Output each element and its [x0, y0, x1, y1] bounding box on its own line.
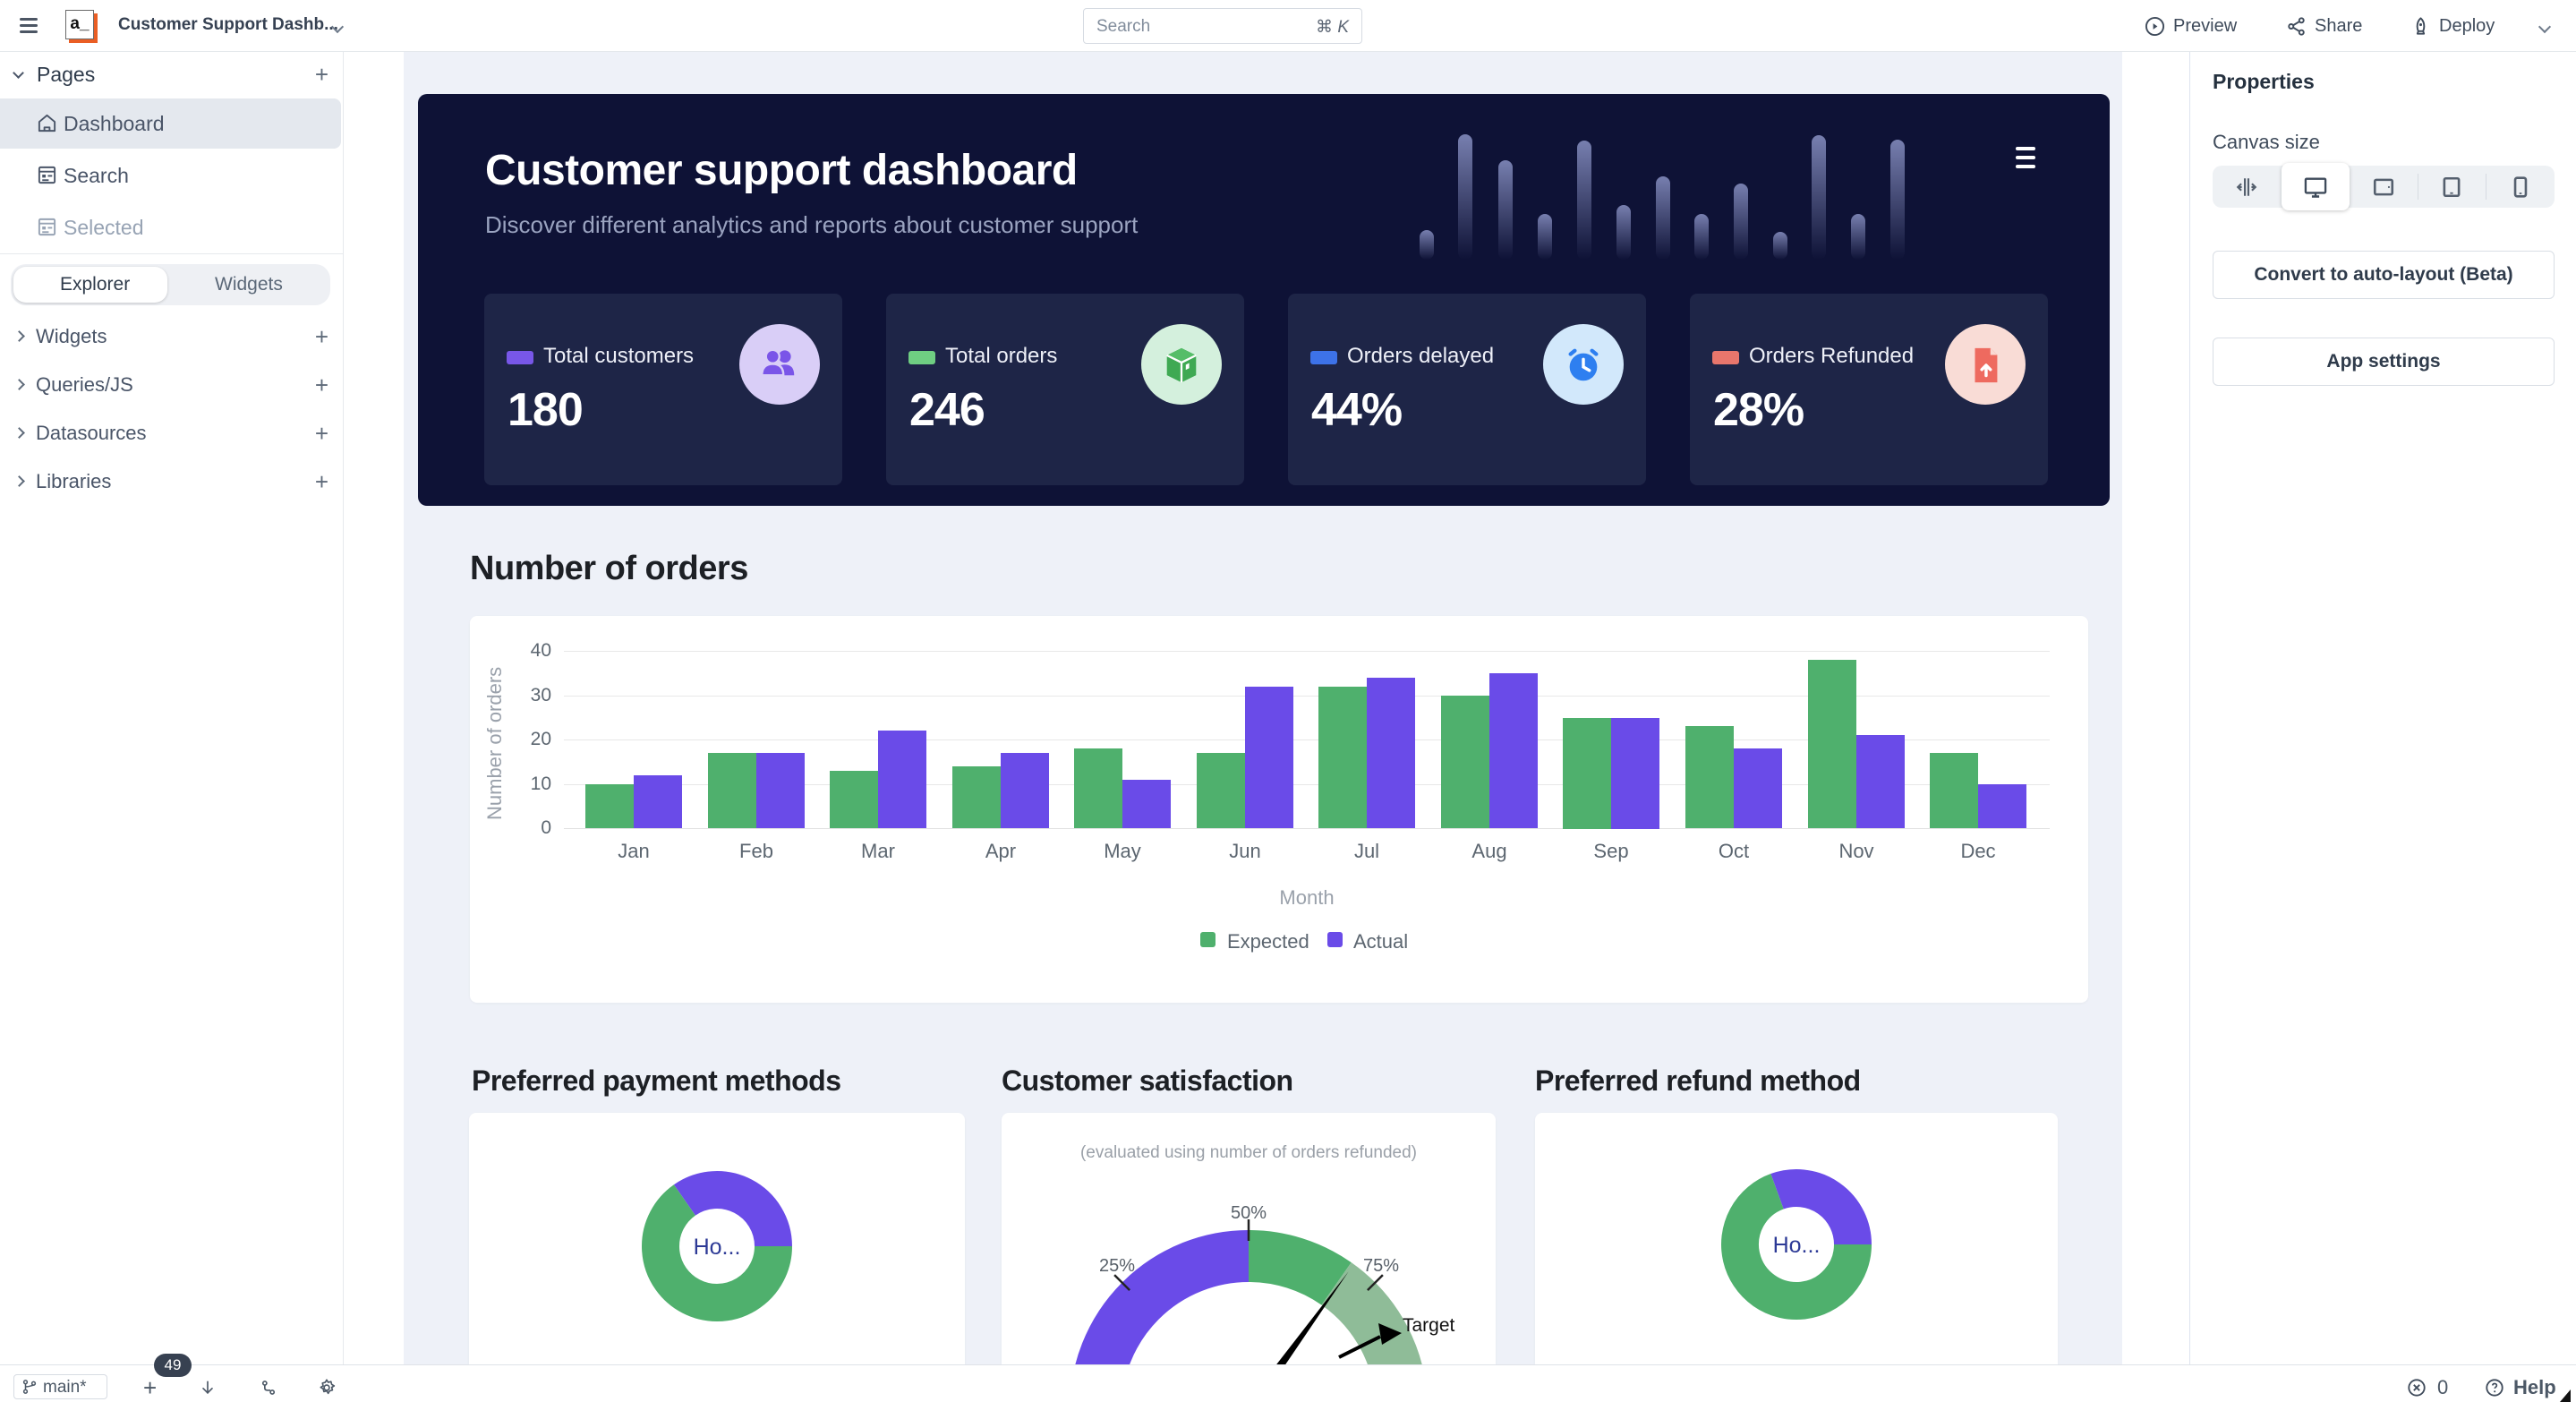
svg-text:(evaluated using number of ord: (evaluated using number of orders refund… — [1080, 1143, 1417, 1162]
svg-text:Ho...: Ho... — [694, 1235, 741, 1260]
svg-text:50%: 50% — [1231, 1203, 1267, 1223]
svg-text:75%: 75% — [1363, 1256, 1399, 1276]
svg-text:Ho...: Ho... — [1773, 1233, 1821, 1258]
svg-text:25%: 25% — [1099, 1256, 1135, 1276]
svg-text:Target: Target — [1403, 1315, 1455, 1336]
